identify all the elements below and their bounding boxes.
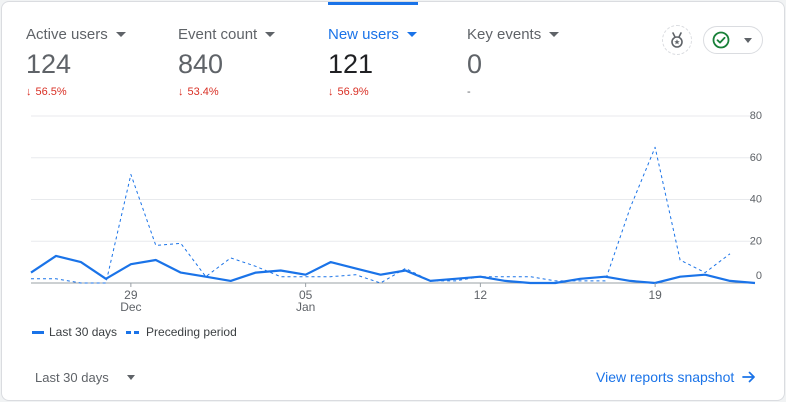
x-tick-label: 12 — [474, 288, 488, 302]
x-tick-month-label: Dec — [120, 300, 141, 314]
metric-selection-indicator — [467, 2, 557, 5]
metric-tab-event-count[interactable]: Event count 840 ↓ 53.4% — [178, 2, 308, 102]
date-range-dropdown[interactable]: Last 30 days — [35, 370, 135, 385]
y-tick-label: 80 — [750, 110, 762, 122]
y-tick-label: 40 — [750, 194, 762, 206]
check-circle-icon — [712, 31, 730, 49]
metric-tab-key-events[interactable]: Key events 0 - — [467, 2, 597, 102]
arrow-down-icon: ↓ — [178, 86, 184, 98]
date-range-label: Last 30 days — [35, 370, 109, 385]
chevron-down-icon — [265, 32, 276, 37]
y-tick-label: 60 — [750, 152, 762, 164]
metric-tab-active-users[interactable]: Active users 124 ↓ 56.5% — [26, 2, 156, 102]
metric-change: ↓ 56.9% — [328, 86, 369, 98]
legend-item: Preceding period — [126, 325, 237, 339]
sparkle-badge-icon — [671, 32, 683, 48]
x-tick-label: 05 — [299, 288, 313, 302]
metric-value: 840 — [178, 49, 224, 79]
arrow-down-icon: ↓ — [328, 86, 334, 98]
metric-selection-indicator — [328, 2, 418, 5]
metric-value: 121 — [328, 49, 374, 79]
metric-selection-indicator — [26, 2, 116, 5]
metric-change: ↓ 53.4% — [178, 86, 219, 98]
x-tick-label: 29 — [124, 288, 138, 302]
chevron-down-icon — [406, 32, 417, 37]
metric-label: Event count — [178, 26, 276, 43]
x-tick-month-label: Jan — [296, 300, 315, 314]
metric-label: Key events — [467, 26, 560, 43]
chart-legend: Last 30 days Preceding period — [32, 325, 246, 339]
view-reports-snapshot-link[interactable]: View reports snapshot — [596, 369, 756, 385]
y-tick-label: 0 — [756, 270, 762, 282]
chevron-down-icon — [549, 32, 560, 37]
y-tick-label: 20 — [750, 235, 762, 247]
metric-value: 0 — [467, 49, 483, 79]
metric-value: 124 — [26, 49, 72, 79]
chevron-down-icon — [126, 375, 135, 380]
arrow-right-icon — [742, 370, 756, 384]
series-line-last-30-days — [30, 254, 756, 285]
legend-swatch-dashed — [126, 330, 141, 334]
metric-change: - — [467, 86, 471, 98]
series-line-preceding-period — [31, 146, 731, 284]
link-label: View reports snapshot — [596, 369, 735, 385]
legend-label: Last 30 days — [49, 325, 118, 339]
insights-button[interactable] — [662, 25, 692, 55]
legend-item: Last 30 days — [32, 325, 117, 339]
metric-label: New users — [328, 26, 417, 43]
chevron-down-icon — [115, 32, 126, 37]
legend-label: Preceding period — [146, 325, 237, 339]
metric-selection-indicator — [178, 2, 268, 5]
chevron-down-icon — [744, 37, 752, 43]
status-dropdown[interactable] — [703, 26, 763, 54]
arrow-down-icon: ↓ — [26, 86, 32, 98]
metric-label: Active users — [26, 26, 126, 43]
legend-swatch-solid — [32, 330, 44, 334]
metric-change: ↓ 56.5% — [26, 86, 67, 98]
x-tick-label: 19 — [648, 288, 662, 302]
metric-tab-new-users[interactable]: New users 121 ↓ 56.9% — [328, 2, 458, 102]
